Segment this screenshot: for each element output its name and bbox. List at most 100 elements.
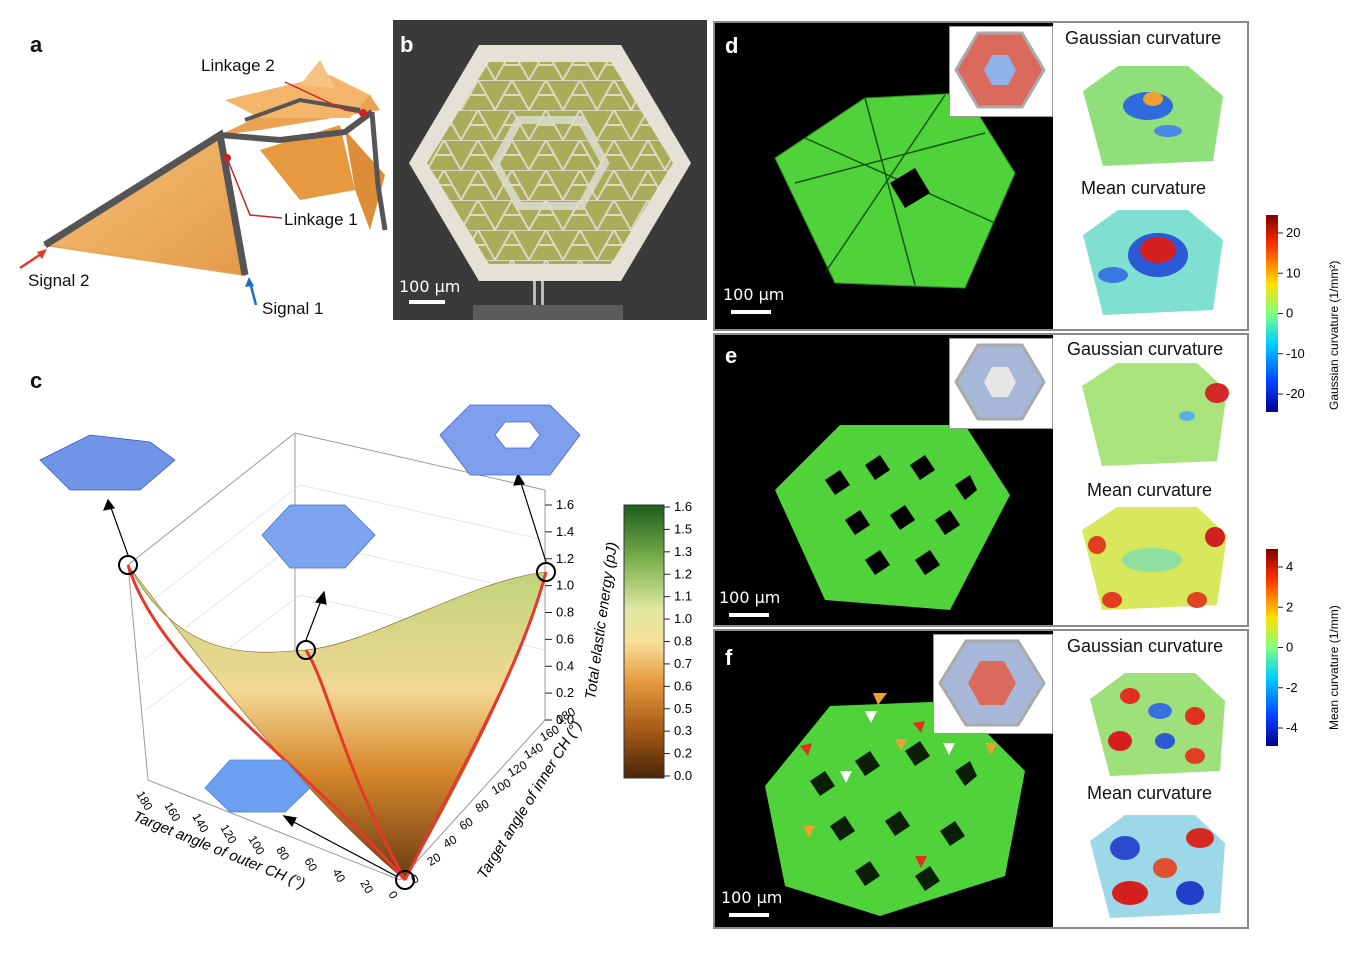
y-axis-label: Target angle of inner CH (°) [474,718,585,882]
y-tick-label: 20 [425,850,444,869]
mean-colorbar-label: Mean curvature (1/mm) [1327,605,1341,730]
mean-colorbar: 4 2 0 -2 -4 Mean curvature (1/mm) [1266,549,1341,746]
z-tick-label: 0.4 [556,658,574,673]
panel-b-scale-bar [409,300,445,304]
z-axis-ticks: 0.0 0.2 0.4 0.6 0.8 1.0 1.2 1.4 1.6 [545,497,574,727]
inset-lattice-center [261,504,376,569]
linkage2-label: Linkage 2 [201,56,275,75]
panel-d: 100 μm d Gaussian curvature Mean curvatu… [713,21,1249,331]
panel-d-scale-bar [731,310,771,314]
y-tick-label: 100 [489,775,514,797]
y-tick-label: 80 [473,797,492,816]
panel-e: 100 μm e Gaussian curvature Mean curvatu… [713,333,1249,627]
colorbar-tick-label: 0.2 [674,746,692,761]
gaussian-colorbar: 20 10 0 -10 -20 Gaussian curvature (1/mm²) [1266,215,1341,412]
inset-lattice-top-right [439,404,581,476]
panel-f-label: f [725,645,733,670]
chart-colorbar [623,504,665,779]
marker-origin [395,870,415,890]
panel-c-label: c [30,368,43,393]
panel-e-mean-map [1082,507,1227,610]
z-tick-label: 1.0 [556,578,574,593]
y-tick-label: 60 [457,814,476,833]
colorbar-tick-label: -2 [1286,680,1298,695]
z-tick-label: 1.6 [556,497,574,512]
colorbar-tick-label: 1.1 [674,589,692,604]
panel-f-inset [933,634,1053,734]
panel-e-label: e [725,343,738,368]
colorbar-tick-label: 4 [1286,559,1293,574]
panel-d-gaussian-map [1083,66,1223,166]
hexagon-device-micrograph [409,45,691,320]
panel-f-image: 100 μm [715,631,1053,927]
panel-d-gaussian-title: Gaussian curvature [1065,28,1222,48]
x-tick-label: 80 [273,844,292,863]
panel-leaf-large [42,133,247,277]
colorbar-tick-label: -20 [1286,386,1305,401]
x-tick-label: 40 [329,866,348,885]
fold-markers [800,693,997,868]
marker-corner-inner [536,562,556,582]
panel-f-gaussian-title: Gaussian curvature [1067,636,1224,656]
x-tick-label: 0 [385,889,401,902]
panel-e-gaussian-map [1082,363,1229,466]
panel-d-image: 100 μm [715,23,1053,329]
colorbar-tick-label: 0.7 [674,656,692,671]
panel-d-scale-text: 100 μm [723,285,785,304]
panel-e-scale-bar [729,613,769,617]
colorbar-tick-label: 1.3 [674,544,692,559]
transition-paths [126,564,548,881]
colorbar-tick-label: -4 [1286,720,1298,735]
colorbar-tick-label: 2 [1286,599,1293,614]
marker-saddle [296,640,316,660]
colorbar-tick-label: 0.6 [674,678,692,693]
colorbar-tick-label: 0 [1286,640,1293,655]
y-tick-label: 140 [521,740,546,762]
colorbar-tick-label: 20 [1286,225,1300,240]
colorbar-tick-label: 0.0 [674,768,692,783]
colorbar-tick-label: 0.5 [674,701,692,716]
panel-a-label: a [30,32,43,57]
x-tick-label: 20 [357,877,376,896]
linkage1-label: Linkage 1 [284,210,358,229]
colorbar-tick-label: 0.3 [674,723,692,738]
colorbar-ticks: 1.6 1.5 1.3 1.2 1.1 1.0 0.8 0.7 0.6 0.5 0.3 0.2 0.0 [664,499,692,783]
panel-e-mean-title: Mean curvature [1087,480,1213,500]
inset-lattice-top-left [39,434,176,491]
z-tick-label: 1.2 [556,551,574,566]
panel-e-scale-text: 100 μm [719,588,781,607]
colorbar-tick-label: 1.6 [674,499,692,514]
y-tick-label: 120 [505,758,530,780]
energy-surface-chart: 1.61.51.31.21.11.00.80.70.60.50.30.20.0 … [39,404,692,902]
panel-b-label: b [400,32,414,57]
panel-d-mean-title: Mean curvature [1081,178,1207,198]
z-tick-label: 0.8 [556,605,574,620]
y-tick-label: 40 [441,832,460,851]
signal1-label: Signal 1 [262,299,324,318]
gaussian-colorbar-label: Gaussian curvature (1/mm²) [1327,261,1341,410]
panel-d-inset [949,26,1053,117]
colorbar-tick-label: -10 [1286,346,1305,361]
panel-e-inset [949,338,1053,429]
panel-d-label: d [725,33,739,58]
marker-corner-outer [118,555,138,575]
panel-b-scale-text: 100 μm [399,277,461,296]
panel-b: 100 μm [393,20,707,320]
panel-d-mean-map [1083,210,1223,315]
x-tick-label: 60 [301,855,320,874]
y-tick-label: 0 [409,871,422,887]
panel-f: 100 μm f Gaussian curvature Mean curvatu… [713,629,1249,929]
z-tick-label: 0.0 [556,712,574,727]
inset-lattice-bottom [204,759,311,813]
z-tick-label: 0.6 [556,631,574,646]
panel-f-mean-map [1090,815,1225,918]
colorbar-tick-label: 0 [1286,306,1293,321]
linkage-illustration [19,60,388,306]
z-tick-label: 1.4 [556,524,574,539]
panel-a: a Linkage 2 Linkage 1 Signal 2 Signal 1 [0,0,392,330]
panel-f-scale-bar [729,913,769,917]
colorbar-tick-label: 10 [1286,265,1300,280]
colorbar-tick-label: 1.5 [674,521,692,536]
panel-f-gaussian-map [1090,673,1225,776]
z-tick-label: 0.2 [556,685,574,700]
